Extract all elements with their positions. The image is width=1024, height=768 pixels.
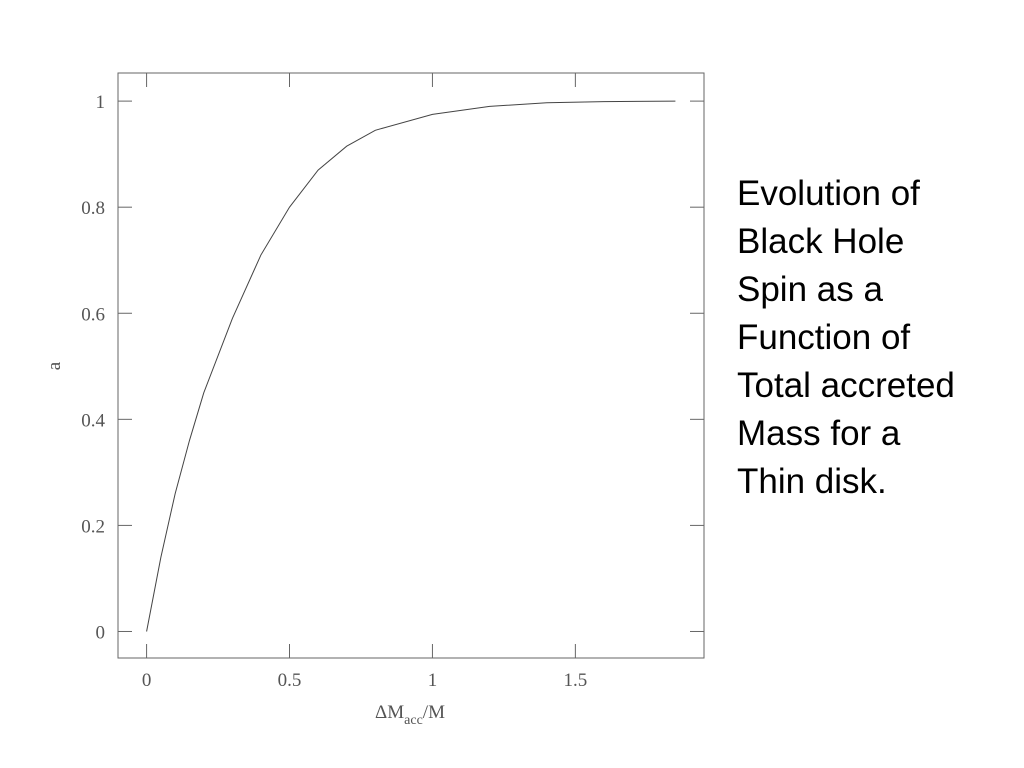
x-label-main: ΔM	[375, 702, 404, 723]
y-axis-label: a	[44, 361, 65, 370]
y-tick-label: 1	[96, 92, 106, 113]
plot-frame	[117, 72, 705, 659]
y-tick-label: 0	[96, 622, 106, 643]
caption-line: Evolution of	[737, 174, 920, 213]
caption-line: Spin as a	[737, 270, 883, 309]
y-tick-label: 0.8	[81, 198, 105, 219]
x-tick-label: 1	[428, 670, 438, 691]
x-axis-label: ΔMacc/M	[375, 702, 445, 728]
caption-line: Total accreted	[737, 366, 955, 405]
caption-line: Thin disk.	[737, 462, 887, 501]
curve	[146, 100, 676, 632]
x-label-sub: acc	[404, 713, 423, 728]
x-tick-label: 0.5	[278, 670, 302, 691]
caption-line: Mass for a	[737, 414, 901, 453]
y-tick-label: 0.6	[81, 304, 105, 325]
caption-line: Function of	[737, 318, 910, 357]
x-tick-label: 0	[142, 670, 152, 691]
x-label-tail: /M	[423, 702, 445, 723]
y-tick-label: 0.2	[81, 516, 105, 537]
y-tick-label: 0.4	[81, 410, 105, 431]
x-tick-label: 1.5	[563, 670, 587, 691]
caption-line: Black Hole	[737, 222, 904, 261]
